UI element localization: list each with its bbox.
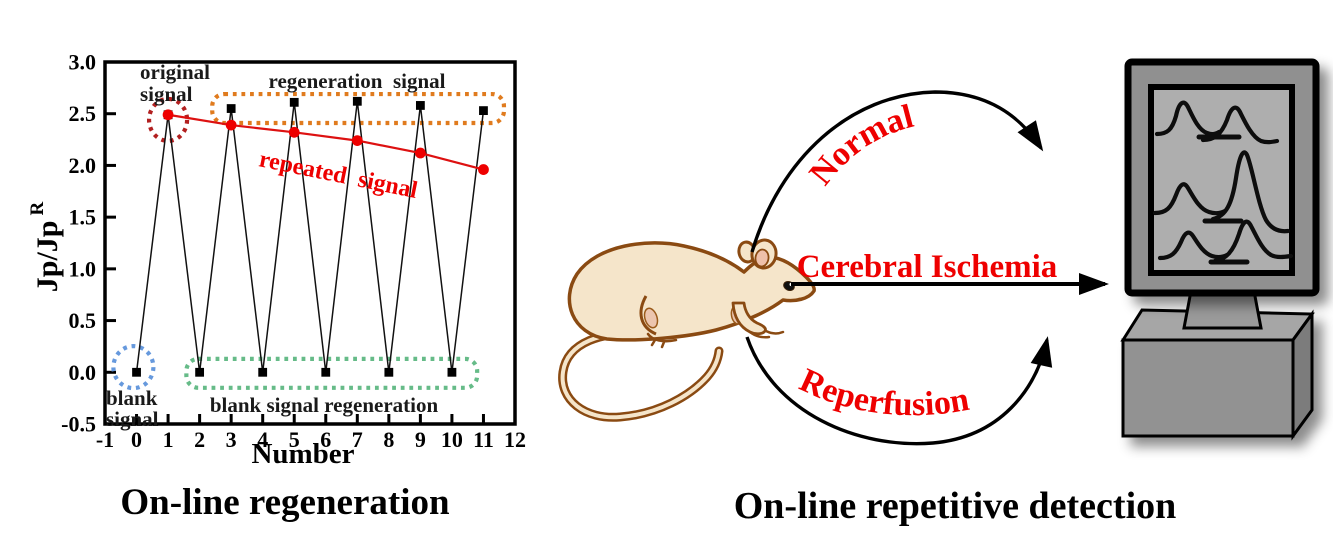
blank-signal-regeneration-label: blank signal regeneration: [210, 393, 439, 417]
mouse-mouth: [797, 290, 815, 301]
marker-square: [289, 97, 299, 107]
cerebral-ischemia-label: Cerebral Ischemia: [797, 249, 1058, 285]
mouse-ear-inner: [754, 248, 770, 268]
marker-circle: [414, 147, 426, 159]
x-tick-label: 2: [194, 427, 205, 452]
marker-square: [195, 367, 205, 377]
blank-signal-label-line1: blank: [106, 386, 158, 410]
marker-square: [321, 367, 331, 377]
marker-square: [258, 367, 268, 377]
trace-peak-2: [1200, 105, 1280, 145]
x-tick-label: 7: [352, 427, 363, 452]
trace-peak-6: [1212, 219, 1294, 264]
blank-signal-circle: [111, 344, 156, 391]
marker-circle: [288, 126, 300, 138]
x-tick-label: 8: [383, 427, 394, 452]
y-tick-label: 1.5: [69, 205, 97, 230]
marker-square: [384, 367, 394, 377]
y-tick-label: 0.0: [69, 360, 97, 385]
x-tick-label: 4: [257, 427, 268, 452]
original-signal-label-line1: original: [140, 60, 210, 84]
marker-square: [415, 101, 425, 110]
y-tick-label: 0.5: [69, 308, 97, 333]
trace-peak-4-tall: [1210, 150, 1291, 234]
x-tick-label: 9: [415, 427, 426, 452]
y-tick-label: 1.0: [69, 256, 97, 281]
x-tick-label: 10: [441, 427, 463, 452]
regeneration-signal-label: regeneration signal: [269, 69, 446, 93]
x-tick-label: 3: [226, 427, 237, 452]
blank-signal-regeneration-box: [184, 356, 480, 390]
mouse-illustration: [558, 238, 816, 422]
marker-square: [352, 96, 362, 106]
y-axis-label-main: Jp/Jp: [31, 221, 64, 293]
x-tick-label: 12: [504, 427, 526, 452]
y-tick-label: 3.0: [69, 50, 97, 75]
marker-circle: [225, 119, 237, 131]
marker-square: [447, 367, 457, 377]
trace-peak-1: [1154, 100, 1222, 137]
blank-signal-label-line2: signal: [106, 407, 159, 431]
right-caption: On-line repetitive detection: [733, 485, 1177, 527]
mouse-hind-leg: [639, 295, 657, 336]
mouse-armpit-hind: [643, 307, 659, 329]
normal-arrow: [750, 90, 1044, 253]
case-front-face: [1121, 338, 1295, 438]
left-caption: On-line regeneration: [120, 482, 450, 523]
series-line-0: [135, 101, 485, 373]
marker-square: [132, 367, 141, 377]
original-signal-circle: [146, 96, 190, 144]
marker-square: [226, 104, 236, 113]
y-axis-label-superscript: R: [27, 202, 48, 216]
reperfusion-arrow: [745, 336, 1053, 446]
x-tick-label: 1: [163, 427, 174, 452]
screen-signal-traces: [1152, 100, 1294, 265]
x-tick-label: 0: [131, 427, 142, 452]
y-axis-label: Jp/Jp R: [27, 202, 64, 293]
monitor: [1124, 58, 1320, 297]
monitor-stand: [1182, 289, 1263, 330]
x-tick-label: 6: [320, 427, 331, 452]
y-tick-label: 2.0: [69, 153, 97, 178]
y-tick-label: 2.5: [69, 101, 97, 126]
trace-peak-3: [1152, 182, 1228, 216]
x-axis-label: Number: [251, 438, 354, 470]
mouse-body: [567, 241, 816, 342]
x-tick-label: 11: [473, 427, 494, 452]
y-tick-label: -0.5: [61, 412, 96, 437]
marker-circle: [351, 135, 363, 147]
original-signal-label-line2: signal: [140, 82, 193, 106]
trace-peak-5: [1157, 230, 1230, 261]
marker-circle: [162, 109, 174, 121]
chart-frame: [103, 60, 517, 426]
computer-case: [1120, 308, 1315, 441]
marker-square: [479, 106, 488, 116]
monitor-screen: [1148, 84, 1295, 276]
x-tick-label: -1: [96, 427, 114, 452]
marker-circle: [478, 164, 489, 175]
series-line-1: [167, 113, 484, 171]
mouse-front-paw: [748, 329, 785, 339]
x-tick-label: 5: [289, 427, 300, 452]
reperfusion-label: Reperfusion: [794, 362, 972, 424]
mouse-tail: [558, 328, 724, 422]
mouse-hind-paw: [646, 332, 678, 349]
chart-plot-area: -0.50.00.51.01.52.02.53.0-1 0 1 2 3 4 5 6 7 8 9 10 1…: [61, 50, 526, 453]
